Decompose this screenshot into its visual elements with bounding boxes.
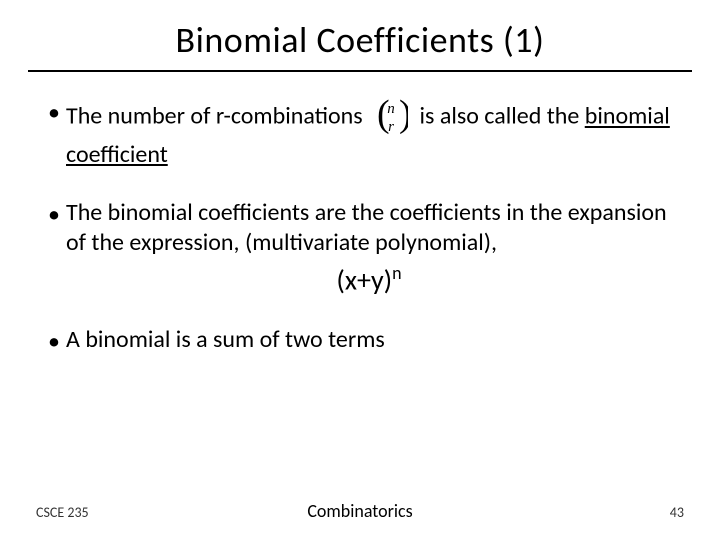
bullet-marker: • [48,96,66,128]
bullet-1-pre: The number of r-combinations [66,102,368,131]
binom-bottom: r [388,119,394,135]
bullet-1-content: The number of r-combinations ( ) n r is … [66,96,672,170]
svg-text:): ) [399,96,408,135]
bullet-3: • A binomial is a sum of two terms [48,325,672,357]
slide-title: Binomial Coefficients (1) [0,0,720,70]
footer-center: Combinatorics [252,500,468,522]
bullet-3-content: A binomial is a sum of two terms [66,325,672,355]
bullet-marker: • [48,198,66,230]
slide: Binomial Coefficients (1) • The number o… [0,0,720,540]
binom-top: n [387,101,395,117]
slide-body: • The number of r-combinations ( ) n r i… [0,72,720,357]
binomial-symbol: ( ) n r [374,96,408,140]
bullet-marker: • [48,325,66,357]
bullet-2-content: The binomial coefficients are the coeffi… [66,198,672,297]
bullet-1-post: is also called the [420,102,585,131]
footer: CSCE 235 Combinatorics 43 [0,500,720,522]
bullet-1: • The number of r-combinations ( ) n r i… [48,96,672,170]
footer-left: CSCE 235 [36,504,252,521]
formula-base: (x+y) [336,262,392,297]
formula-exp: n [392,262,401,284]
page-number: 43 [468,504,684,521]
bullet-2: • The binomial coefficients are the coef… [48,198,672,297]
bullet-2-text: The binomial coefficients are the coeffi… [66,198,667,257]
formula: (x+y)n [66,262,672,297]
